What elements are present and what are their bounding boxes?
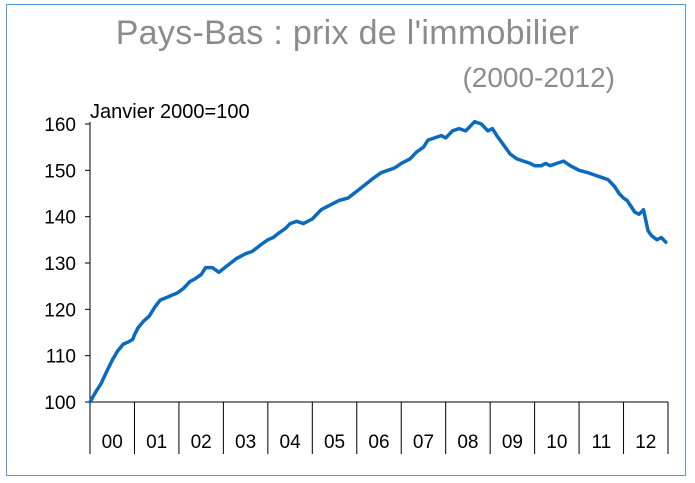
x-tick-label: 06 — [368, 432, 389, 453]
y-tick-label: 100 — [44, 393, 76, 414]
y-tick-label: 150 — [44, 161, 76, 182]
y-tick-label: 110 — [46, 347, 76, 368]
y-tick-label: 120 — [44, 300, 76, 321]
x-tick-label: 01 — [146, 432, 167, 453]
unit-label: Janvier 2000=100 — [90, 101, 250, 123]
x-tick-label: 11 — [591, 432, 611, 453]
chart-subtitle: (2000-2012) — [462, 62, 615, 93]
x-tick-label: 02 — [191, 432, 212, 453]
y-tick-label: 140 — [44, 208, 76, 229]
x-tick-label: 08 — [457, 432, 478, 453]
x-tick-label: 12 — [635, 432, 656, 453]
axes: 100 110 120 130 140 150 160 00 01 02 03 04 05 06 07 08 0… — [44, 115, 669, 454]
x-tick-label: 04 — [280, 432, 302, 453]
x-tick-label: 03 — [235, 432, 256, 453]
chart-title: Pays-Bas : prix de l'immobilier — [115, 14, 580, 52]
y-tick-label: 160 — [44, 115, 76, 136]
series-line — [88, 119, 668, 404]
plot-area — [88, 119, 668, 404]
x-tick-label: 09 — [502, 432, 523, 453]
x-tick-label: 07 — [413, 432, 434, 453]
chart-frame — [6, 4, 686, 476]
x-tick-label: 00 — [102, 432, 123, 453]
y-tick-label: 130 — [44, 254, 76, 275]
x-tick-label: 05 — [324, 432, 345, 453]
x-tick-label: 10 — [546, 432, 567, 453]
